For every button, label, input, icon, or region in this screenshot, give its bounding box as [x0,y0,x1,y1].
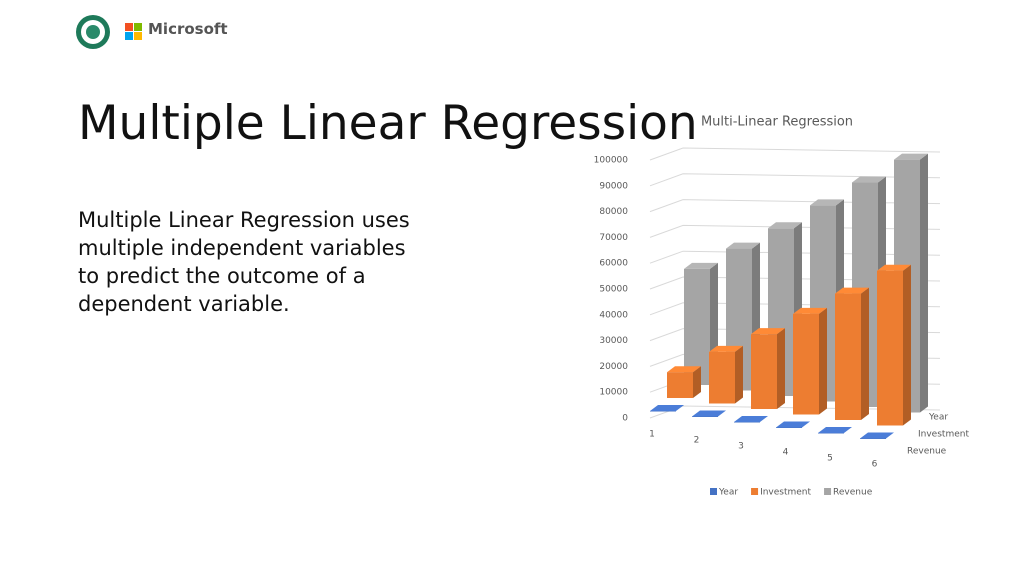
bar-top [768,222,802,229]
emblem [76,15,110,49]
chart-title: Multi-Linear Regression [701,115,853,130]
x-tick-label: 4 [783,448,789,458]
bar-top [860,432,894,439]
bar-side [693,366,701,398]
x-tick-label: 1 [649,430,655,440]
bar-side [718,410,726,417]
y-tick-label: 30000 [599,336,628,346]
y-tick-label: 70000 [599,233,628,243]
bar [734,421,760,423]
y-tick-label: 20000 [599,362,628,372]
y-tick-label: 10000 [599,388,628,398]
bar-side [844,426,852,433]
bar [835,293,861,420]
bar [667,372,693,398]
bar-top [894,153,928,160]
bar-top [835,287,869,294]
bar-top [810,199,844,206]
grid-line [649,173,941,187]
y-tick-label: 80000 [599,207,628,217]
bar [818,432,844,434]
depth-label: Revenue [907,447,947,457]
bar [776,427,802,428]
legend-swatch [710,488,717,495]
y-tick-label: 100000 [594,156,629,166]
bar [650,410,676,412]
legend-label: Investment [760,488,811,498]
bar [709,351,735,404]
bar-top [709,345,743,352]
legend-swatch [751,488,759,495]
bar-top [726,242,760,249]
bar [877,270,903,426]
legend-label: Revenue [833,488,873,498]
ms-logo [125,23,142,40]
x-tick-label: 5 [827,454,833,464]
y-tick-label: 90000 [599,181,628,191]
bar-top [818,426,852,433]
y-tick-label: 0 [622,414,628,424]
bar [751,334,777,409]
depth-label: Investment [918,430,969,440]
x-tick-label: 2 [694,436,700,446]
brand: Microsoft [148,20,228,38]
bar-side [777,328,785,409]
bar-top [667,366,701,373]
bar-side [903,264,911,426]
bar-top [793,307,827,314]
grid-line [649,147,941,161]
depth-label: Year [928,413,948,423]
bar-top [776,421,810,428]
bar-side [886,432,894,439]
y-tick-label: 60000 [599,259,628,269]
y-tick-label: 50000 [599,285,628,295]
bar-side [802,421,810,428]
bar-side [676,404,684,411]
slide-body: Multiple Linear Regression uses multiple… [78,208,410,316]
bar [684,268,710,385]
bar-side [861,287,869,420]
bar-top [734,415,768,422]
bar [860,438,886,439]
legend-swatch [824,488,832,495]
slide-title: Multiple Linear Regression [78,96,698,151]
legend-label: Year [718,488,738,498]
bar [692,416,718,417]
bar-top [684,262,718,269]
x-tick-label: 3 [738,442,744,452]
y-tick-label: 40000 [599,310,628,320]
bar-top [650,404,684,411]
bar-top [751,328,785,335]
x-tick-label: 6 [872,460,878,470]
bar-top [852,176,886,183]
bar-top [692,410,726,417]
bar-side [819,307,827,415]
bar-side [760,415,768,422]
bar [793,313,819,415]
bar-side [920,153,928,413]
bar-side [735,345,743,404]
bar-top [877,264,911,271]
